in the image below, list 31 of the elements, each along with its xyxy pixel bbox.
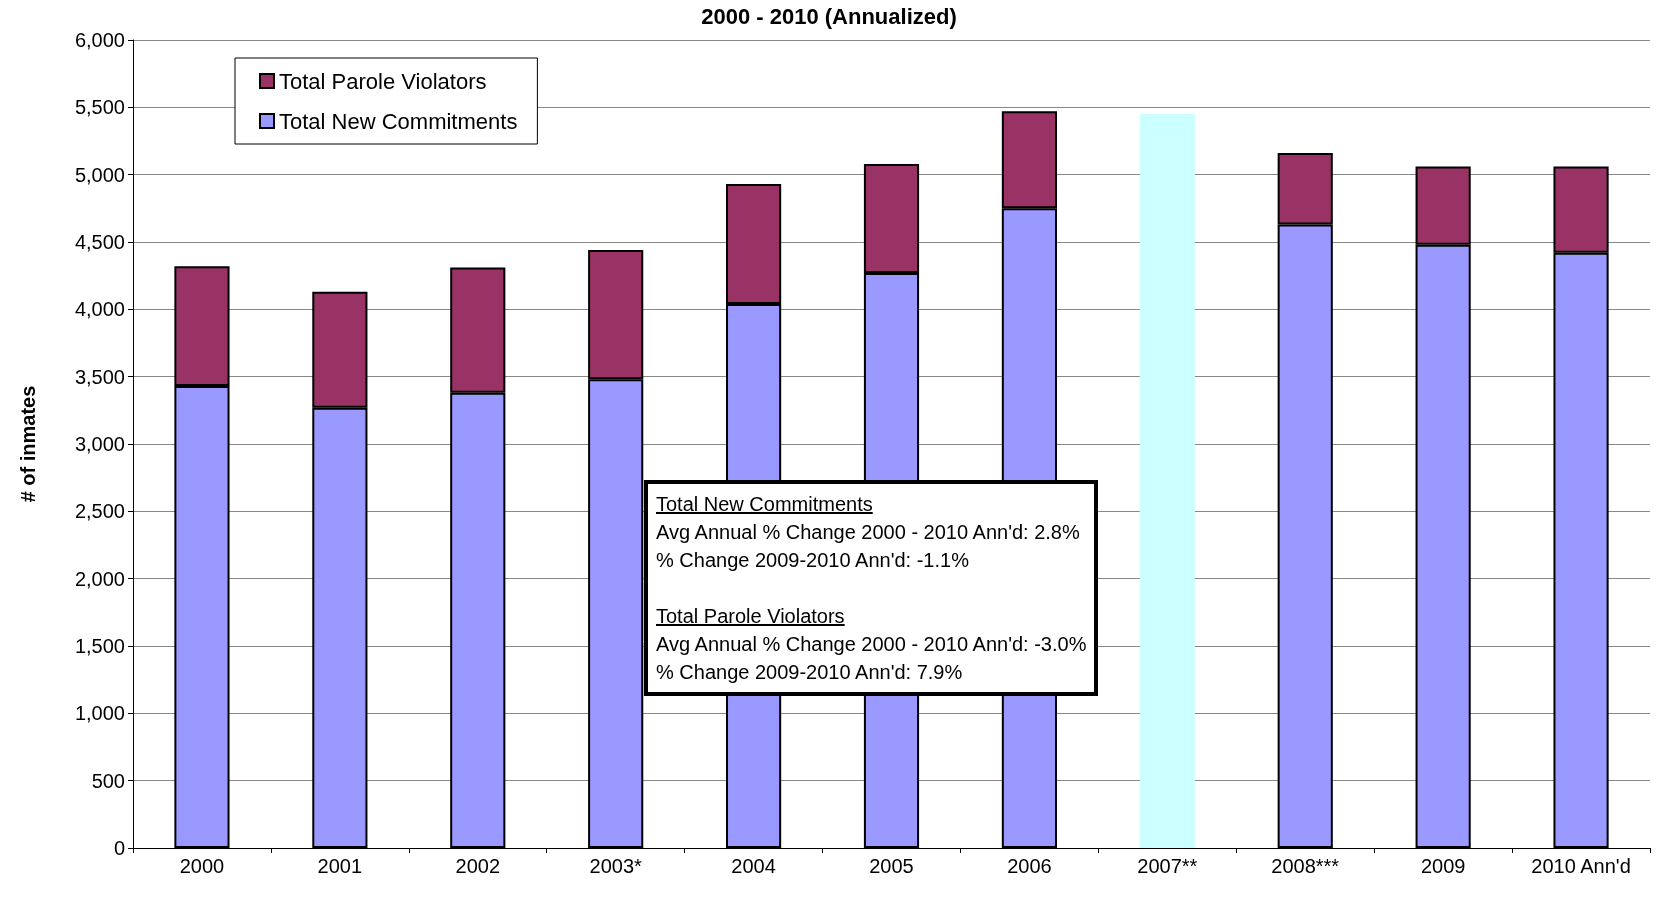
y-tick-label: 2,500: [74, 500, 125, 523]
y-tick-label: 4,000: [74, 298, 125, 321]
x-tick-label: 2003*: [589, 855, 643, 877]
bar: [1139, 114, 1195, 848]
y-tick-label: 1,000: [74, 702, 125, 725]
x-tick-label: 2009: [1420, 855, 1466, 877]
x-tick-label: 2001: [317, 855, 363, 877]
legend-label: Total New Commitments: [279, 108, 518, 134]
annotation: Total New Commitments Avg Annual % Change 2000 - 2010 Ann'd: 2.8% % Change 2009-2010 Ann'd: -1.1%: [656, 493, 1080, 571]
x-tick-label: 2010 Ann'd: [1531, 855, 1631, 877]
y-tick-label: 2,000: [74, 567, 125, 590]
x-tick-label: 2007**: [1137, 855, 1198, 877]
y-tick-label: 500: [91, 769, 125, 792]
y-tick-label: 0: [113, 837, 125, 859]
x-tick-label: 2008***: [1271, 855, 1340, 877]
y-tick-label: 5,000: [74, 163, 125, 186]
y-tick-label: 1,500: [74, 635, 125, 657]
chart-title: 2000 - 2010 (Annualized): [701, 3, 957, 29]
x-tick-label: 2006: [1007, 855, 1052, 877]
x-tick-label: 2005: [869, 855, 914, 877]
y-tick-label: 3,500: [74, 365, 125, 388]
legend-label: Total Parole Violators: [279, 68, 487, 94]
y-tick-label: 5,500: [74, 96, 125, 119]
y-axis-title: # of inmates: [17, 385, 39, 503]
x-tick-label: 2004: [731, 855, 776, 877]
annotation: Total Parole Violators Avg Annual % Change 2000 - 2010 Ann'd: -3.0% % Change 2009-2010 Ann'd: 7.9%: [656, 605, 1087, 683]
y-tick-label: 3,000: [74, 433, 125, 455]
x-tick-label: 2000: [179, 855, 225, 877]
x-tick-label: 2002: [455, 855, 501, 877]
y-tick-label: 6,000: [74, 29, 125, 51]
y-tick-label: 4,500: [74, 231, 125, 253]
